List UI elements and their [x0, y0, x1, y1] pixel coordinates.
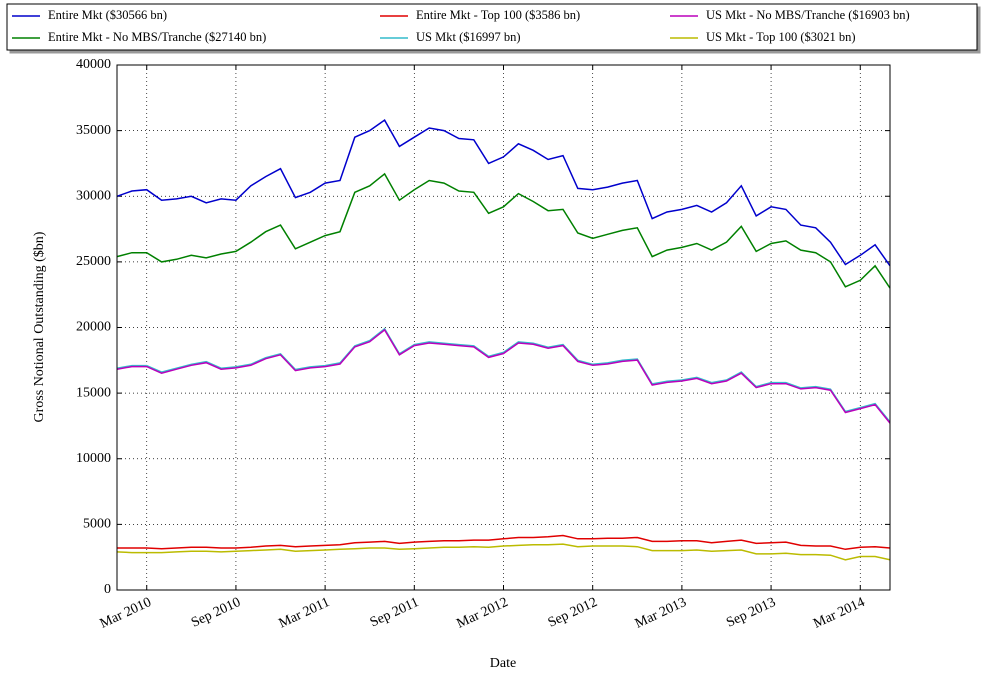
series-line — [117, 534, 891, 551]
x-tick-label: Mar 2012 — [455, 595, 511, 632]
legend: Entire Mkt ($30566 bn) Entire Mkt - No MB… — [12, 8, 910, 44]
legend-label: US Mkt ($16997 bn) — [416, 30, 521, 44]
legend-label: US Mkt - No MBS/Tranche ($16903 bn) — [706, 8, 910, 22]
y-tick-label: 40000 — [76, 57, 111, 72]
x-tick-label: Mar 2011 — [277, 595, 333, 632]
legend-label: US Mkt - Top 100 ($3021 bn) — [706, 30, 856, 44]
y-tick-label: 15000 — [76, 385, 111, 400]
legend-label: Entire Mkt - Top 100 ($3586 bn) — [416, 8, 580, 22]
legend-box — [6, 3, 978, 51]
y-tick-label: 35000 — [76, 123, 111, 138]
series-line — [116, 119, 891, 267]
y-tick-label: 25000 — [76, 254, 111, 269]
x-tick-label: Sep 2011 — [368, 595, 421, 631]
x-tick-label: Mar 2014 — [811, 595, 867, 632]
legend-label: Entire Mkt - No MBS/Tranche ($27140 bn) — [48, 30, 266, 44]
legend-label: Entire Mkt ($30566 bn) — [48, 8, 167, 22]
series-line — [116, 327, 891, 423]
x-tick-label: Sep 2013 — [724, 595, 778, 631]
y-tick-label: 30000 — [76, 188, 111, 203]
x-axis-label: Date — [490, 656, 516, 671]
series-line — [116, 172, 891, 289]
x-tick-label: Mar 2013 — [633, 595, 689, 632]
x-tick-label: Mar 2010 — [98, 595, 154, 632]
y-tick-label: 5000 — [83, 517, 111, 532]
series-line — [116, 328, 891, 424]
plot-frame — [116, 64, 891, 591]
y-tick-label: 20000 — [76, 320, 111, 335]
y-tick-label: 0 — [104, 582, 111, 597]
x-tick-label: Sep 2010 — [189, 595, 243, 631]
series-line — [116, 543, 891, 561]
y-tick-label: 10000 — [76, 451, 111, 466]
y-axis-label: Gross Notional Outstanding ($bn) — [32, 231, 47, 422]
plot-area — [117, 65, 890, 590]
x-tick-label: Sep 2012 — [546, 595, 600, 631]
